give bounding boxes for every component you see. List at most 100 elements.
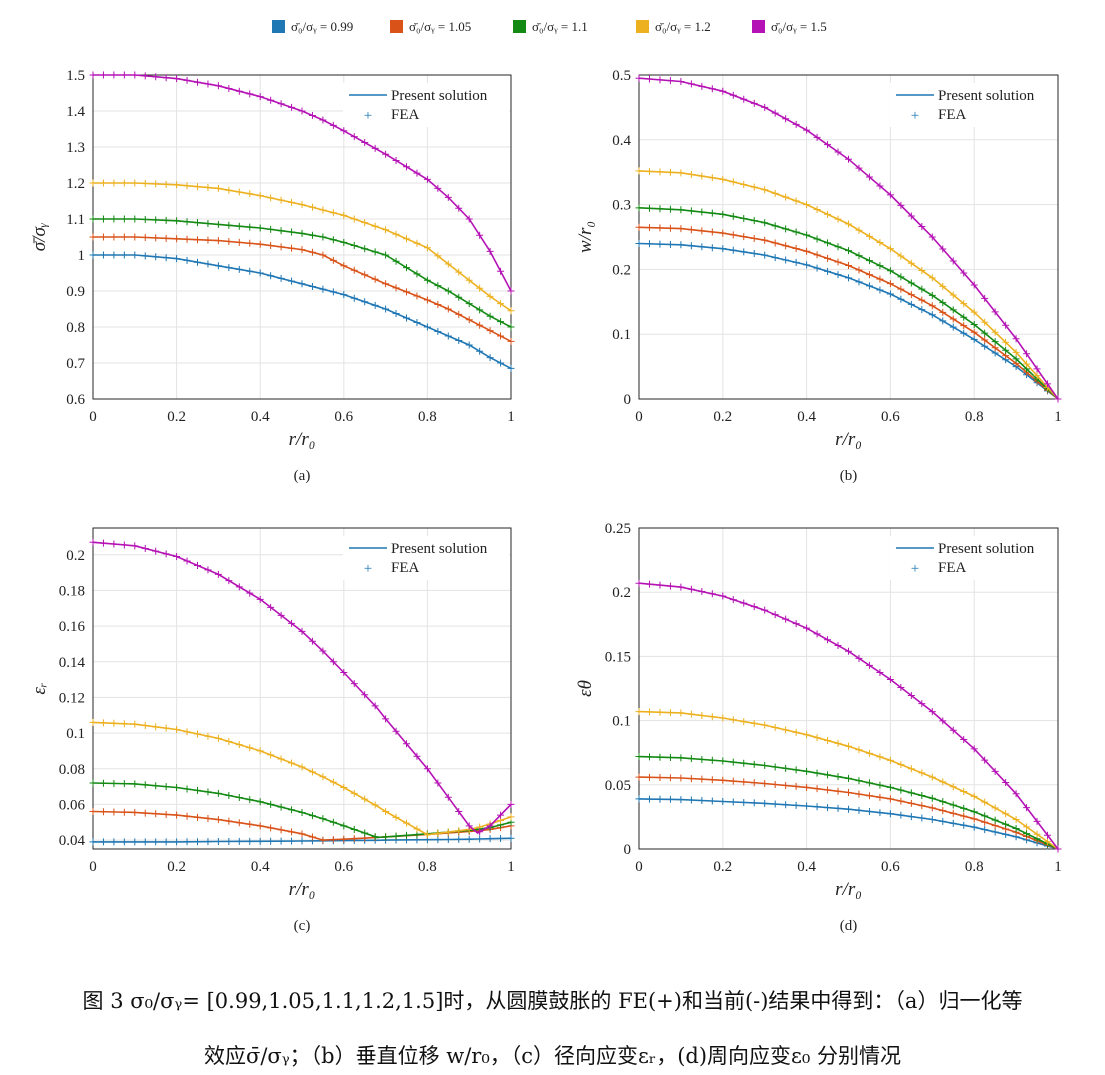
fea-marker [277,274,285,282]
fea-marker [162,180,170,188]
fea-marker [698,82,706,90]
fea-marker [183,785,191,793]
series-4 [635,708,1062,853]
fea-marker [782,115,790,123]
fea-marker [750,719,758,727]
fea-marker [729,596,737,604]
fea-marker [939,317,947,325]
fea-marker [1023,350,1031,358]
fea-marker [476,284,484,292]
fea-marker [507,813,515,821]
fea-marker [152,234,160,242]
fea-marker [340,262,348,270]
fea-marker [162,838,170,846]
fea-marker [152,253,160,261]
fea-marker [256,747,264,755]
fea-marker [666,77,674,85]
fea-marker [497,300,505,308]
fea-marker [413,752,421,760]
fea-marker [750,779,758,787]
fea-marker [235,583,243,591]
fea-marker [204,220,212,227]
fea-marker [382,150,390,158]
fea-marker [319,647,327,655]
fea-marker [225,738,233,746]
fea-marker [413,825,421,833]
fea-marker [845,742,852,750]
fea-marker [698,775,706,783]
fea-marker [939,245,947,253]
y-tick-label: 0 [624,842,632,858]
series-5 [635,579,1062,853]
fea-marker [340,127,348,135]
fea-marker [803,731,811,739]
fea-marker [981,342,989,350]
fea-marker [298,763,306,771]
inner-legend: Present solution + FEA [890,536,1056,580]
fea-marker [813,785,821,793]
fea-marker [729,758,737,766]
fea-marker [845,220,852,228]
fea-marker [298,627,306,635]
fea-marker [465,300,473,308]
fea-marker [194,786,201,794]
fea-marker [444,287,452,295]
fea-marker [298,837,306,845]
x-tick-label: 1 [1054,859,1062,875]
fea-marker [340,835,348,843]
fea-marker [761,721,769,729]
fea-marker [645,753,653,761]
inner-legend: Present solution + FEA [343,83,509,127]
fea-marker [635,708,643,716]
fea-marker [782,781,790,789]
fea-marker [235,819,243,827]
panel-c: 0 0.2 0.4 0.6 0.8 1 0.04 0.06 0.08 0.1 0.12 0.14 0.1… [29,527,515,934]
fea-marker [960,329,968,337]
fea-marker [204,80,212,88]
fea-marker [834,773,842,781]
fea-marker [1002,321,1010,329]
fea-marker [1002,820,1010,828]
fea-marker [834,243,842,251]
fea-marker [645,773,653,781]
fea-marker [423,296,431,304]
fea-marker [792,801,800,809]
fea-marker [813,769,821,777]
fea-marker [308,768,316,776]
fea-marker [392,284,400,292]
fea-marker [719,229,727,237]
fea-marker [89,718,97,726]
fea-marker [886,676,894,684]
fea-marker [918,306,926,314]
fea-marker [173,75,181,83]
panel-b: 0 0.2 0.4 0.6 0.8 1 0 0.1 0.2 0.3 0.4 0.5 r/r₀ w/r₀ (b… [575,68,1062,484]
fea-marker [907,300,915,308]
fea-marker [308,812,316,820]
fea-marker [855,278,863,286]
fea-marker [750,183,758,191]
fea-marker [267,242,275,250]
legend-marker-sample: + [911,561,919,577]
fea-marker [991,308,999,316]
fea-marker [235,741,243,749]
fea-marker [970,328,978,336]
inner-legend: Present solution + FEA [343,536,509,580]
fea-marker [225,264,233,272]
fea-marker [792,782,800,790]
fea-marker [1033,830,1041,838]
fea-marker [497,318,505,326]
fea-marker [507,287,515,295]
fea-marker [991,767,999,775]
fea-marker [740,798,748,806]
fea-marker [645,224,653,232]
fea-marker [771,763,779,771]
fea-marker [939,282,947,290]
fea-marker [99,179,107,187]
fea-marker [897,285,905,293]
fea-marker [497,359,505,367]
y-tick-label: 1.4 [66,104,85,120]
fea-marker [319,206,327,214]
fea-marker [939,778,947,786]
fea-marker [845,262,852,270]
top-legend-entry-1: σ̄₀/σᵧ = 0.99 [272,19,353,35]
